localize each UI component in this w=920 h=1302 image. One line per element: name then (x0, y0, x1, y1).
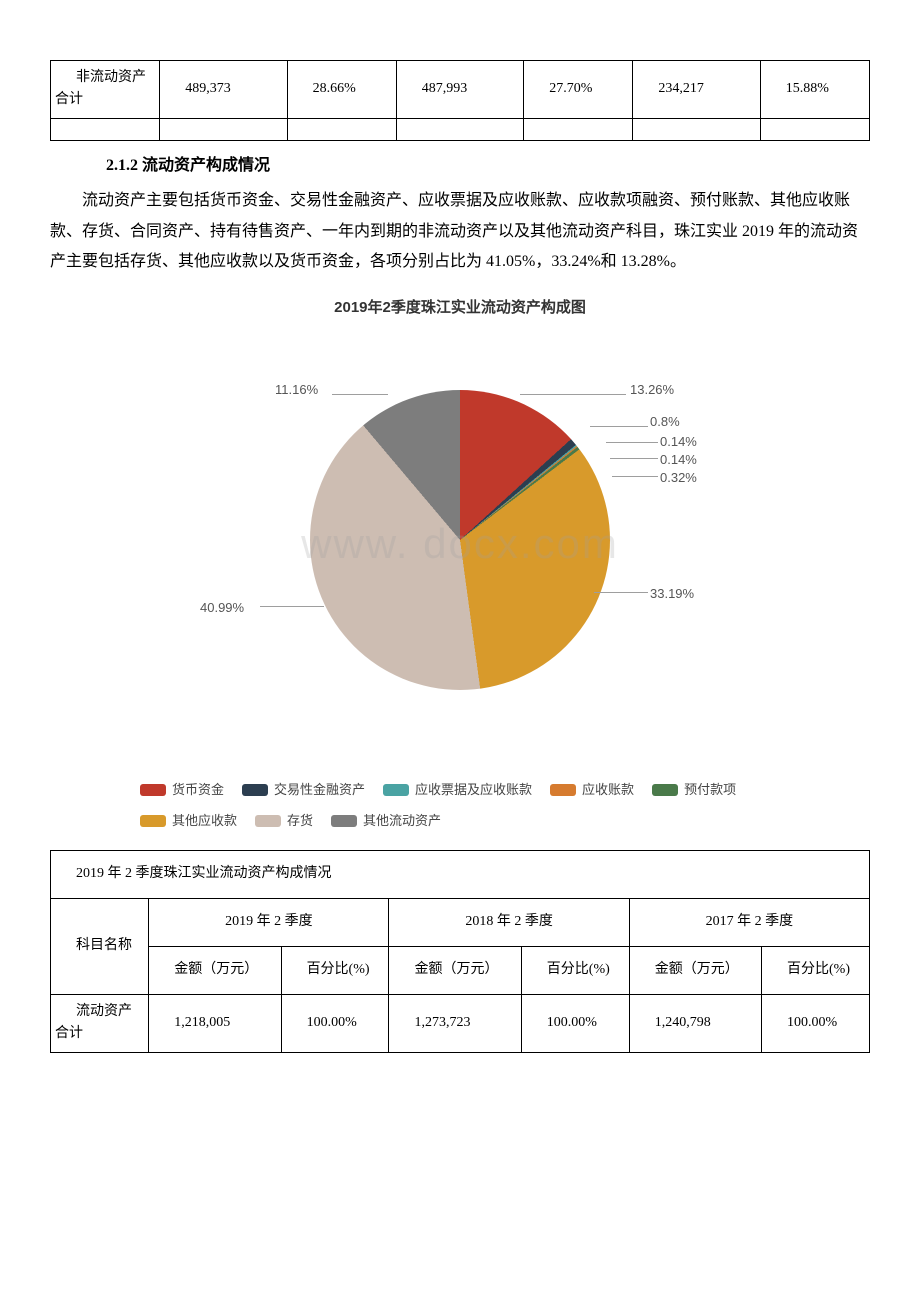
legend-swatch (140, 815, 166, 827)
legend-item: 应收票据及应收账款 (383, 780, 532, 801)
sub-header-pct: 百分比(%) (281, 946, 389, 994)
pie-slice-label: 40.99% (200, 598, 244, 619)
cell: 100.00% (762, 994, 870, 1052)
sub-header-amount: 金额（万元） (389, 946, 521, 994)
pie-leader-line (332, 394, 388, 395)
legend-swatch (652, 784, 678, 796)
legend-swatch (255, 815, 281, 827)
pie-slice-label: 11.16% (275, 380, 318, 401)
period-header: 2018 年 2 季度 (389, 898, 629, 946)
section-heading: 2.1.2 流动资产构成情况 (50, 153, 870, 179)
legend-row: 其他应收款 存货 其他流动资产 (140, 811, 780, 834)
cell: 27.70% (524, 61, 633, 119)
legend-item: 应收账款 (550, 780, 634, 801)
legend-item: 交易性金融资产 (242, 780, 365, 801)
row-label: 流动资产合计 (51, 994, 149, 1052)
legend-swatch (331, 815, 357, 827)
body-paragraph: 流动资产主要包括货币资金、交易性金融资产、应收票据及应收账款、应收款项融资、预付… (50, 186, 870, 277)
legend-row: 货币资金 交易性金融资产 应收票据及应收账款 应收账款 预付款项 (140, 780, 780, 803)
legend-item: 预付款项 (652, 780, 736, 801)
legend-item: 存货 (255, 811, 313, 832)
sub-header-pct: 百分比(%) (762, 946, 870, 994)
table-header-row-sub: 金额（万元） 百分比(%) 金额（万元） 百分比(%) 金额（万元） 百分比(%… (51, 946, 870, 994)
cell: 234,217 (633, 61, 760, 119)
pie-chart: www. docx.com 13.26%0.8%0.14%0.14%0.32%3… (50, 350, 870, 770)
cell: 28.66% (287, 61, 396, 119)
legend-label: 应收账款 (582, 780, 634, 801)
period-header: 2017 年 2 季度 (629, 898, 869, 946)
cell: 487,993 (396, 61, 523, 119)
legend-swatch (383, 784, 409, 796)
cell: 1,240,798 (629, 994, 761, 1052)
legend-swatch (140, 784, 166, 796)
sub-header-amount: 金额（万元） (149, 946, 281, 994)
table-caption-row: 2019 年 2 季度珠江实业流动资产构成情况 (51, 850, 870, 898)
legend-item: 货币资金 (140, 780, 224, 801)
pie-leader-line (606, 442, 658, 443)
table-row-empty (51, 118, 870, 140)
pie-graphic (310, 390, 610, 690)
current-assets-composition-table: 2019 年 2 季度珠江实业流动资产构成情况 科目名称 2019 年 2 季度… (50, 850, 870, 1053)
pie-leader-line (260, 606, 324, 607)
cell: 15.88% (760, 61, 869, 119)
legend-label: 货币资金 (172, 780, 224, 801)
cell: 100.00% (521, 994, 629, 1052)
chart-title: 2019年2季度珠江实业流动资产构成图 (50, 296, 870, 320)
sub-header-pct: 百分比(%) (521, 946, 629, 994)
pie-leader-line (590, 426, 648, 427)
legend-label: 其他流动资产 (363, 811, 441, 832)
table-row: 流动资产合计 1,218,005 100.00% 1,273,723 100.0… (51, 994, 870, 1052)
pie-slice-label: 0.32% (660, 468, 697, 489)
legend-item: 其他流动资产 (331, 811, 441, 832)
pie-slice-label: 13.26% (630, 380, 674, 401)
pie-leader-line (610, 458, 658, 459)
pie-leader-line (594, 592, 648, 593)
chart-legend: 货币资金 交易性金融资产 应收票据及应收账款 应收账款 预付款项其他应收款 存货 其他流动资… (140, 780, 780, 834)
table-caption: 2019 年 2 季度珠江实业流动资产构成情况 (51, 850, 870, 898)
legend-item: 其他应收款 (140, 811, 237, 832)
row-label: 非流动资产合计 (51, 61, 160, 119)
period-header: 2019 年 2 季度 (149, 898, 389, 946)
pie-slice-label: 33.19% (650, 584, 694, 605)
legend-label: 其他应收款 (172, 811, 237, 832)
cell: 100.00% (281, 994, 389, 1052)
legend-label: 预付款项 (684, 780, 736, 801)
pie-leader-line (520, 394, 626, 395)
cell: 1,273,723 (389, 994, 521, 1052)
row-header-label: 科目名称 (51, 898, 149, 994)
pie-leader-line (612, 476, 658, 477)
cell: 489,373 (160, 61, 287, 119)
table-row: 非流动资产合计 489,373 28.66% 487,993 27.70% 23… (51, 61, 870, 119)
cell: 1,218,005 (149, 994, 281, 1052)
legend-label: 应收票据及应收账款 (415, 780, 532, 801)
non-current-assets-table: 非流动资产合计 489,373 28.66% 487,993 27.70% 23… (50, 60, 870, 141)
table-header-row-periods: 科目名称 2019 年 2 季度 2018 年 2 季度 2017 年 2 季度 (51, 898, 870, 946)
pie-slice-label: 0.8% (650, 412, 680, 433)
legend-label: 存货 (287, 811, 313, 832)
sub-header-amount: 金额（万元） (629, 946, 761, 994)
legend-swatch (242, 784, 268, 796)
legend-swatch (550, 784, 576, 796)
legend-label: 交易性金融资产 (274, 780, 365, 801)
